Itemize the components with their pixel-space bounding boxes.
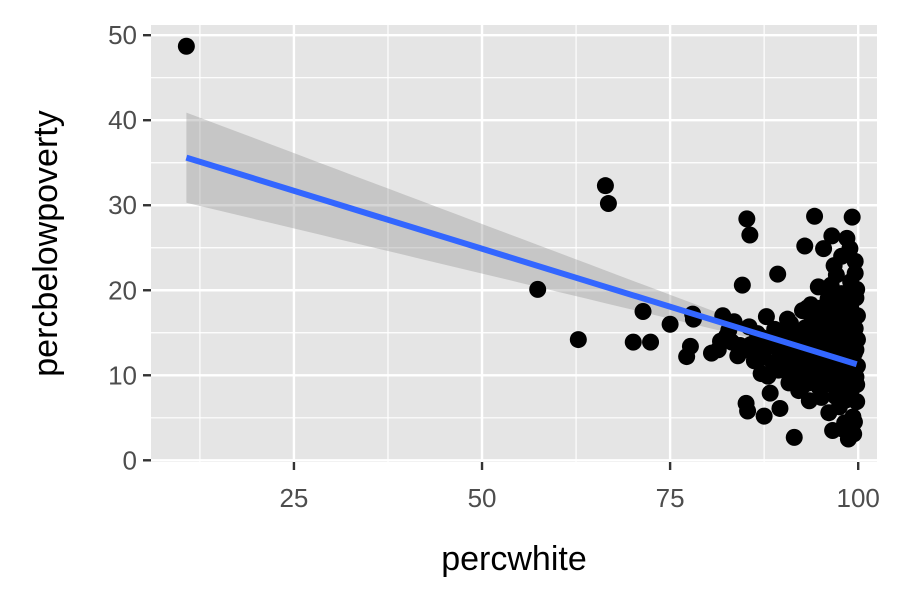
data-point [845,413,863,431]
x-tick-label: 50 [468,483,497,513]
data-point [806,207,824,225]
x-tick-label: 75 [656,483,685,513]
data-point [780,374,798,392]
panel-background [151,25,877,462]
data-point [769,265,787,283]
data-point [812,299,830,317]
data-point [529,280,547,298]
data-point [624,333,642,351]
data-point [761,384,779,402]
y-axis-title: percbelowpoverty [27,110,65,376]
data-point [815,240,833,258]
data-point [813,368,831,386]
y-tick-label: 40 [108,105,137,135]
data-point [642,333,660,351]
data-point [835,291,853,309]
data-point [766,320,784,338]
data-point [177,37,195,55]
data-point [843,208,861,226]
data-point [738,210,756,228]
data-point [771,399,789,417]
data-point [681,337,699,355]
data-point [848,307,866,325]
data-point [661,315,679,333]
data-point [731,337,749,355]
y-tick-label: 30 [108,190,137,220]
data-point [755,407,773,425]
data-point [798,299,816,317]
data-point [712,332,730,350]
data-point [739,402,757,420]
data-point [821,335,839,353]
data-point [634,303,652,321]
data-point [846,264,864,282]
data-point [848,376,866,394]
data-point [841,240,859,258]
data-point [596,177,614,195]
y-axis: 0 10 20 30 40 50 [108,20,151,475]
data-point [599,195,617,213]
data-point [827,388,845,406]
y-tick-label: 0 [123,445,137,475]
x-tick-label: 25 [279,483,308,513]
y-tick-label: 20 [108,275,137,305]
points-layer [177,37,866,448]
x-tick-label: 100 [836,483,879,513]
data-point [785,428,803,446]
y-tick-label: 50 [108,20,137,50]
x-axis: 25 50 75 100 [279,462,880,513]
data-point [741,226,759,244]
data-point [769,361,787,379]
data-point [809,278,827,296]
x-axis-title: percwhite [441,540,587,578]
major-gridlines [151,25,877,462]
data-point [846,252,864,270]
y-tick-label: 10 [108,360,137,390]
data-point [744,344,762,362]
data-point [823,227,841,245]
data-point [733,276,751,294]
fit-line-layer [185,154,858,368]
fit-line [185,154,858,368]
data-point [819,320,837,338]
data-point [848,280,866,298]
data-point [794,376,812,394]
data-point [569,331,587,349]
data-point [784,320,802,338]
data-point [796,237,814,255]
data-point [757,308,775,326]
data-point [842,323,860,341]
data-point [825,257,843,275]
